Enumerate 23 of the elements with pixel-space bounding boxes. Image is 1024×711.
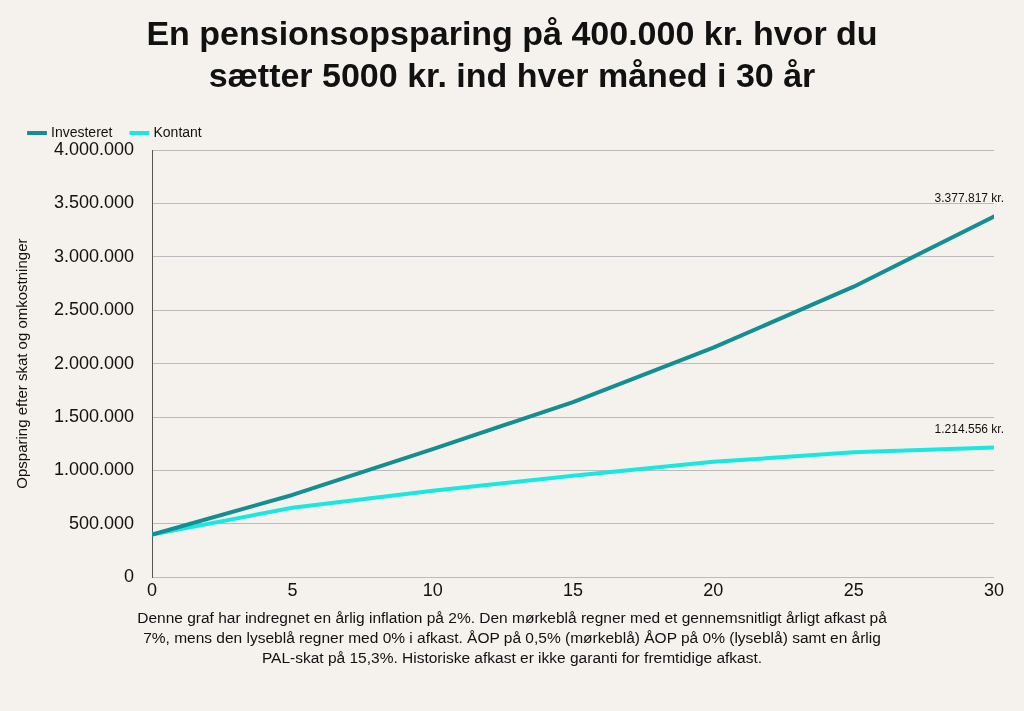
text: Denne graf har indregnet en årlig inflation på 2%. Den mørkeblå regner med et gennemsnitligt årligt afkast på 7%, mens den lyseblå regner med 0% i afkast. ÅOP på 0,5% (mørkeblå) ÅOP på 0% (lyseblå) samt en årlig PAL-skat på 15,3%. Historiske afkast er ikke garanti for fremtidige afkast. bbox=[136, 608, 888, 668]
y-tick-label: 2.000.000 bbox=[54, 352, 135, 373]
x-tick-label: 0 bbox=[147, 579, 158, 600]
data-label: 1.214.556 kr. bbox=[934, 421, 1004, 436]
y-tick-label: 0 bbox=[124, 566, 135, 587]
x-tick-label: 25 bbox=[843, 579, 864, 600]
y-tick-label: 4.000.000 bbox=[54, 138, 135, 159]
x-tick-label: 30 bbox=[983, 579, 1005, 600]
legend-label: Kontant bbox=[153, 123, 202, 140]
y-tick-label: 2.500.000 bbox=[54, 299, 135, 320]
data-label: 3.377.817 kr. bbox=[934, 190, 1004, 205]
x-tick-label: 20 bbox=[703, 579, 724, 600]
legend-label: Investeret bbox=[51, 123, 113, 140]
y-tick-label: 500.000 bbox=[69, 512, 135, 533]
y-tick-label: 3.500.000 bbox=[54, 192, 135, 213]
x-tick-label: 5 bbox=[287, 579, 298, 600]
y-tick-label: 1.000.000 bbox=[54, 459, 135, 480]
y-axis-title: Opsparing efter skat og omkostninger bbox=[13, 238, 31, 489]
y-tick-label: 3.000.000 bbox=[54, 245, 135, 266]
y-tick-label: 1.500.000 bbox=[54, 405, 135, 426]
chart-title: En pensionsopsparing på 400.000 kr. hvor du sætter 5000 kr. ind hver måned i 30 år bbox=[145, 13, 879, 96]
x-tick-label: 10 bbox=[422, 579, 443, 600]
x-tick-label: 15 bbox=[563, 579, 584, 600]
